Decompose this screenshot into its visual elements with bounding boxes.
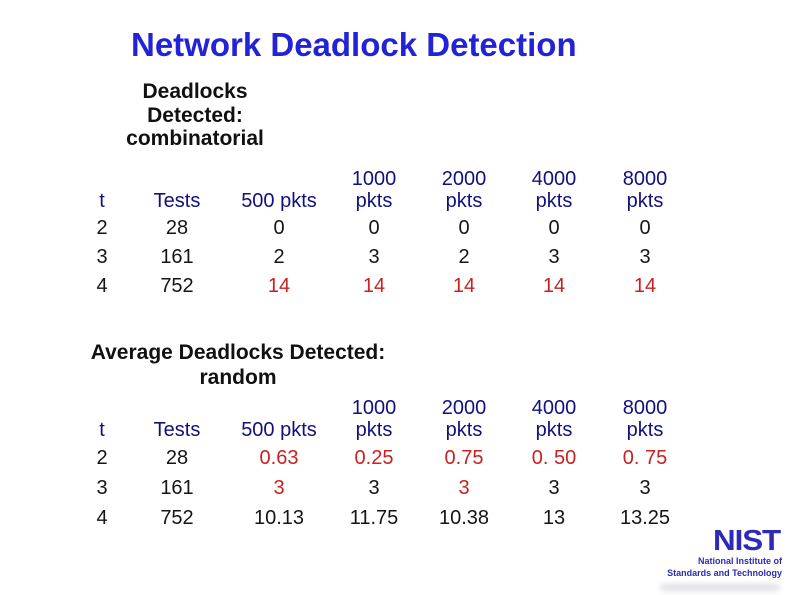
column-header: Tests xyxy=(153,190,201,212)
column-header: 2000 pkts xyxy=(441,397,487,441)
table-cell: 2 xyxy=(273,246,285,268)
table-cell: 13.25 xyxy=(619,506,671,529)
table-cell: 0 xyxy=(273,217,285,239)
table-cell: 0.25 xyxy=(354,446,394,469)
table-cell: 0 xyxy=(548,217,560,239)
table-cell: 0.75 xyxy=(444,446,484,469)
table-cell: 14 xyxy=(362,275,386,297)
column-header: 8000 pkts xyxy=(622,168,668,212)
table-cell: 3 xyxy=(458,476,470,499)
table-cell: 0 xyxy=(368,217,380,239)
column-header: t xyxy=(99,190,105,212)
column-header: 2000 pkts xyxy=(441,168,487,212)
column-header: 8000 pkts xyxy=(622,397,668,441)
column-header: 1000 pkts xyxy=(351,397,397,441)
table-cell: 2 xyxy=(96,446,108,469)
table-cell: 4 xyxy=(96,506,108,529)
nist-logo-line1: National Institute of xyxy=(698,556,782,566)
nist-logo: NIST National Institute of Standards and… xyxy=(632,527,782,579)
table-cell: 3 xyxy=(96,476,108,499)
table-header-row: t Tests 500 pkts 1000 pkts 2000 pkts 4000 pkts 80… xyxy=(79,397,691,443)
nist-wordmark: NIST xyxy=(712,525,781,557)
nist-logo-line2: Standards and Technology xyxy=(667,567,782,578)
table-row: 4 752 14 14 14 14 14 xyxy=(79,272,691,301)
table-cell: 752 xyxy=(160,506,194,529)
table-cell: 10.38 xyxy=(438,506,490,529)
column-header: t xyxy=(99,419,105,441)
table-row: 3 161 2 3 2 3 3 xyxy=(79,243,691,272)
table-cell: 28 xyxy=(165,217,189,239)
table-cell: 3 xyxy=(368,246,380,268)
column-header: 4000 pkts xyxy=(531,168,577,212)
table-heading-random: Average Deadlocks Detected: random xyxy=(90,341,386,389)
table-cell: 28 xyxy=(165,446,189,469)
table-cell: 14 xyxy=(267,275,291,297)
table-cell: 3 xyxy=(548,476,560,499)
table-row: 2 28 0 0 0 0 0 xyxy=(79,214,691,243)
table-cell: 3 xyxy=(96,246,108,268)
table-cell: 14 xyxy=(452,275,476,297)
table-cell: 0.63 xyxy=(259,446,299,469)
table-cell: 13 xyxy=(542,506,566,529)
column-header: 500 pkts xyxy=(241,190,317,212)
table-cell: 3 xyxy=(368,476,380,499)
column-header: 1000 pkts xyxy=(351,168,397,212)
table-cell: 0. 50 xyxy=(531,446,577,469)
table-cell: 3 xyxy=(639,246,651,268)
table-cell: 0 xyxy=(458,217,470,239)
table-row: 3 161 3 3 3 3 3 xyxy=(79,473,691,503)
table-cell: 14 xyxy=(542,275,566,297)
table-row: 4 752 10.13 11.75 10.38 13 13.25 xyxy=(79,503,691,533)
table-cell: 161 xyxy=(160,246,194,268)
column-header: Tests xyxy=(153,419,201,441)
table-cell: 2 xyxy=(96,217,108,239)
table-heading-combinatorial: Deadlocks Detected: combinatorial xyxy=(126,80,264,150)
table-cell: 3 xyxy=(639,476,651,499)
table-cell: 14 xyxy=(633,275,657,297)
deadlocks-combinatorial-table: t Tests 500 pkts 1000 pkts 2000 pkts 4000 pkts 80… xyxy=(79,163,691,301)
deadlocks-random-table: t Tests 500 pkts 1000 pkts 2000 pkts 4000 pkts 80… xyxy=(79,397,691,533)
table-cell: 3 xyxy=(273,476,285,499)
table-header-row: t Tests 500 pkts 1000 pkts 2000 pkts 4000 pkts 80… xyxy=(79,163,691,214)
page-title: Network Deadlock Detection xyxy=(131,26,577,63)
table-cell: 161 xyxy=(160,476,194,499)
table-row: 2 28 0.63 0.25 0.75 0. 50 0. 75 xyxy=(79,443,691,473)
table-cell: 2 xyxy=(458,246,470,268)
table-cell: 4 xyxy=(96,275,108,297)
table-cell: 0 xyxy=(639,217,651,239)
table-cell: 3 xyxy=(548,246,560,268)
table-cell: 10.13 xyxy=(253,506,305,529)
column-header: 4000 pkts xyxy=(531,397,577,441)
table-cell: 11.75 xyxy=(349,506,399,529)
column-header: 500 pkts xyxy=(241,419,317,441)
logo-reflection xyxy=(660,584,780,591)
table-cell: 0. 75 xyxy=(622,446,668,469)
table-cell: 752 xyxy=(160,275,194,297)
